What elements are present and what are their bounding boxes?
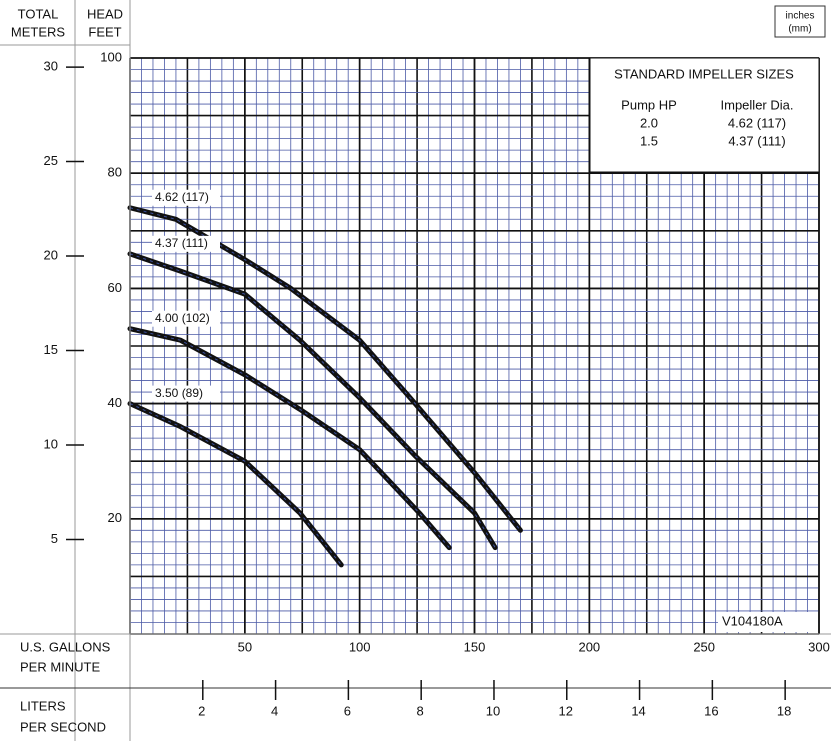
table-title: STANDARD IMPELLER SIZES	[614, 66, 794, 81]
unit-note: (mm)	[788, 24, 811, 35]
code-box	[718, 612, 818, 632]
chart-code: V104180A	[722, 613, 783, 628]
table-cell: 1.5	[640, 133, 658, 148]
table-header: Impeller Dia.	[721, 97, 794, 112]
y2-tick-label: 10	[44, 436, 58, 451]
x2-tick-label: 8	[417, 703, 424, 718]
y2-tick-label: 15	[44, 342, 58, 357]
table-cell: 4.37 (111)	[728, 133, 785, 148]
x2-tick-label: 14	[631, 703, 645, 718]
curve-label: 4.62 (117)	[155, 190, 209, 204]
table-cell: 4.62 (117)	[728, 115, 786, 130]
unit-note: inches	[786, 11, 815, 22]
x-tick-label: 250	[693, 639, 715, 654]
curve-label: 3.50 (89)	[155, 386, 203, 400]
y2-label: TOTAL	[18, 6, 59, 21]
x2-tick-label: 10	[486, 703, 500, 718]
pump-curve-highlight	[129, 207, 521, 531]
x-label: PER MINUTE	[20, 659, 101, 674]
y-tick-label: 60	[108, 280, 122, 295]
y2-tick-label: 5	[51, 531, 58, 546]
y2-tick-label: 20	[44, 247, 58, 262]
y-label: HEAD	[87, 6, 123, 21]
pump-curve-highlight	[129, 403, 342, 566]
x-label: U.S. GALLONS	[20, 639, 111, 654]
y2-tick-label: 25	[44, 153, 58, 168]
table-cell: 2.0	[640, 115, 658, 130]
unit-box	[774, 5, 826, 38]
x-tick-label: 100	[349, 639, 371, 654]
x-tick-label: 150	[464, 639, 486, 654]
curve-label: 4.37 (111)	[155, 236, 208, 250]
x2-label: PER SECOND	[20, 719, 106, 734]
x2-tick-label: 2	[198, 703, 205, 718]
y-tick-label: 100	[100, 49, 122, 64]
y-tick-label: 80	[108, 165, 122, 180]
x2-tick-label: 18	[777, 703, 791, 718]
curve-label-bg	[152, 235, 220, 252]
x-tick-label: 50	[238, 639, 252, 654]
y-tick-label: 40	[108, 395, 122, 410]
x-tick-label: 300	[808, 639, 830, 654]
x2-label: LITERS	[20, 698, 66, 713]
y-tick-label: 20	[108, 510, 122, 525]
y-label: FEET	[88, 24, 121, 39]
curve-label-bg	[152, 385, 220, 402]
y2-label: METERS	[11, 24, 66, 39]
x2-tick-label: 16	[704, 703, 718, 718]
pump-curve-highlight	[129, 328, 450, 548]
x2-tick-label: 6	[344, 703, 351, 718]
x-tick-label: 200	[578, 639, 600, 654]
curves: 4.62 (117) 4.37 (111) 4.00 (102) 3.50 (89)	[127, 189, 523, 568]
curve-label-bg	[152, 310, 220, 327]
impeller-table	[589, 57, 820, 173]
curve-label: 4.00 (102)	[155, 311, 210, 325]
table-header: Pump HP	[621, 97, 677, 112]
x2-tick-label: 12	[559, 703, 573, 718]
y2-tick-label: 30	[44, 59, 58, 74]
pump-curve-highlight	[129, 253, 496, 548]
curve-label-bg	[152, 189, 220, 206]
x2-tick-label: 4	[271, 703, 278, 718]
